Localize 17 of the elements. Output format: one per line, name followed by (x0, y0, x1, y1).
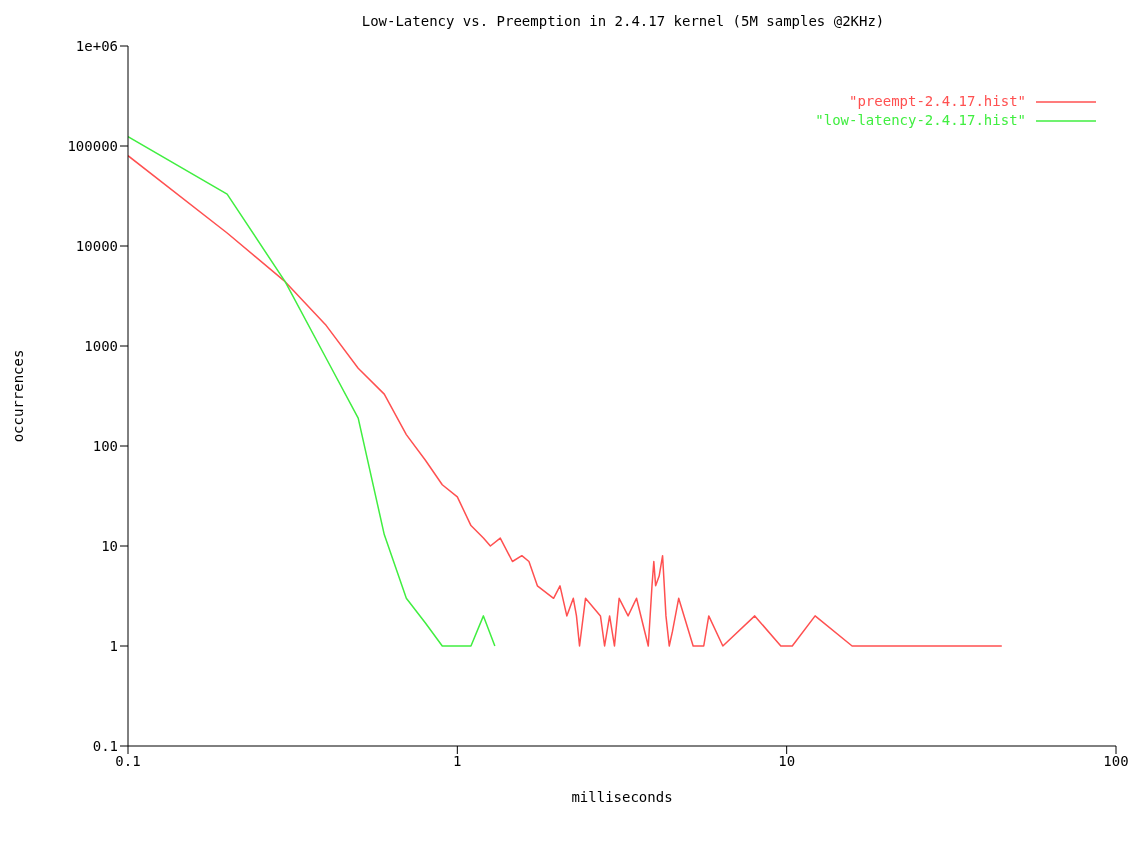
y-tick-label: 1 (109, 637, 118, 654)
x-tick-label: 0.1 (115, 752, 141, 769)
y-tick-label: 10000 (75, 237, 118, 254)
y-tick-label: 1000 (84, 337, 118, 354)
legend-label: "preempt-2.4.17.hist" (848, 92, 1026, 111)
chart-title: Low-Latency vs. Preemption in 2.4.17 kernel (5M samples @2KHz) (360, 12, 886, 31)
x-tick-label: 1 (453, 752, 462, 769)
x-tick-label: 100 (1103, 752, 1129, 769)
y-tick-label: 100 (92, 437, 118, 454)
y-tick-label: 10 (101, 537, 118, 554)
y-tick-label: 100000 (67, 137, 118, 154)
y-tick-label: 0.1 (92, 737, 118, 754)
y-axis-title: occurrences (9, 349, 26, 443)
x-tick-label: 10 (778, 752, 796, 769)
x-axis-title: milliseconds (571, 789, 673, 805)
legend-label: "low-latency-2.4.17.hist" (815, 111, 1026, 130)
y-tick-label: 1e+06 (75, 37, 118, 54)
